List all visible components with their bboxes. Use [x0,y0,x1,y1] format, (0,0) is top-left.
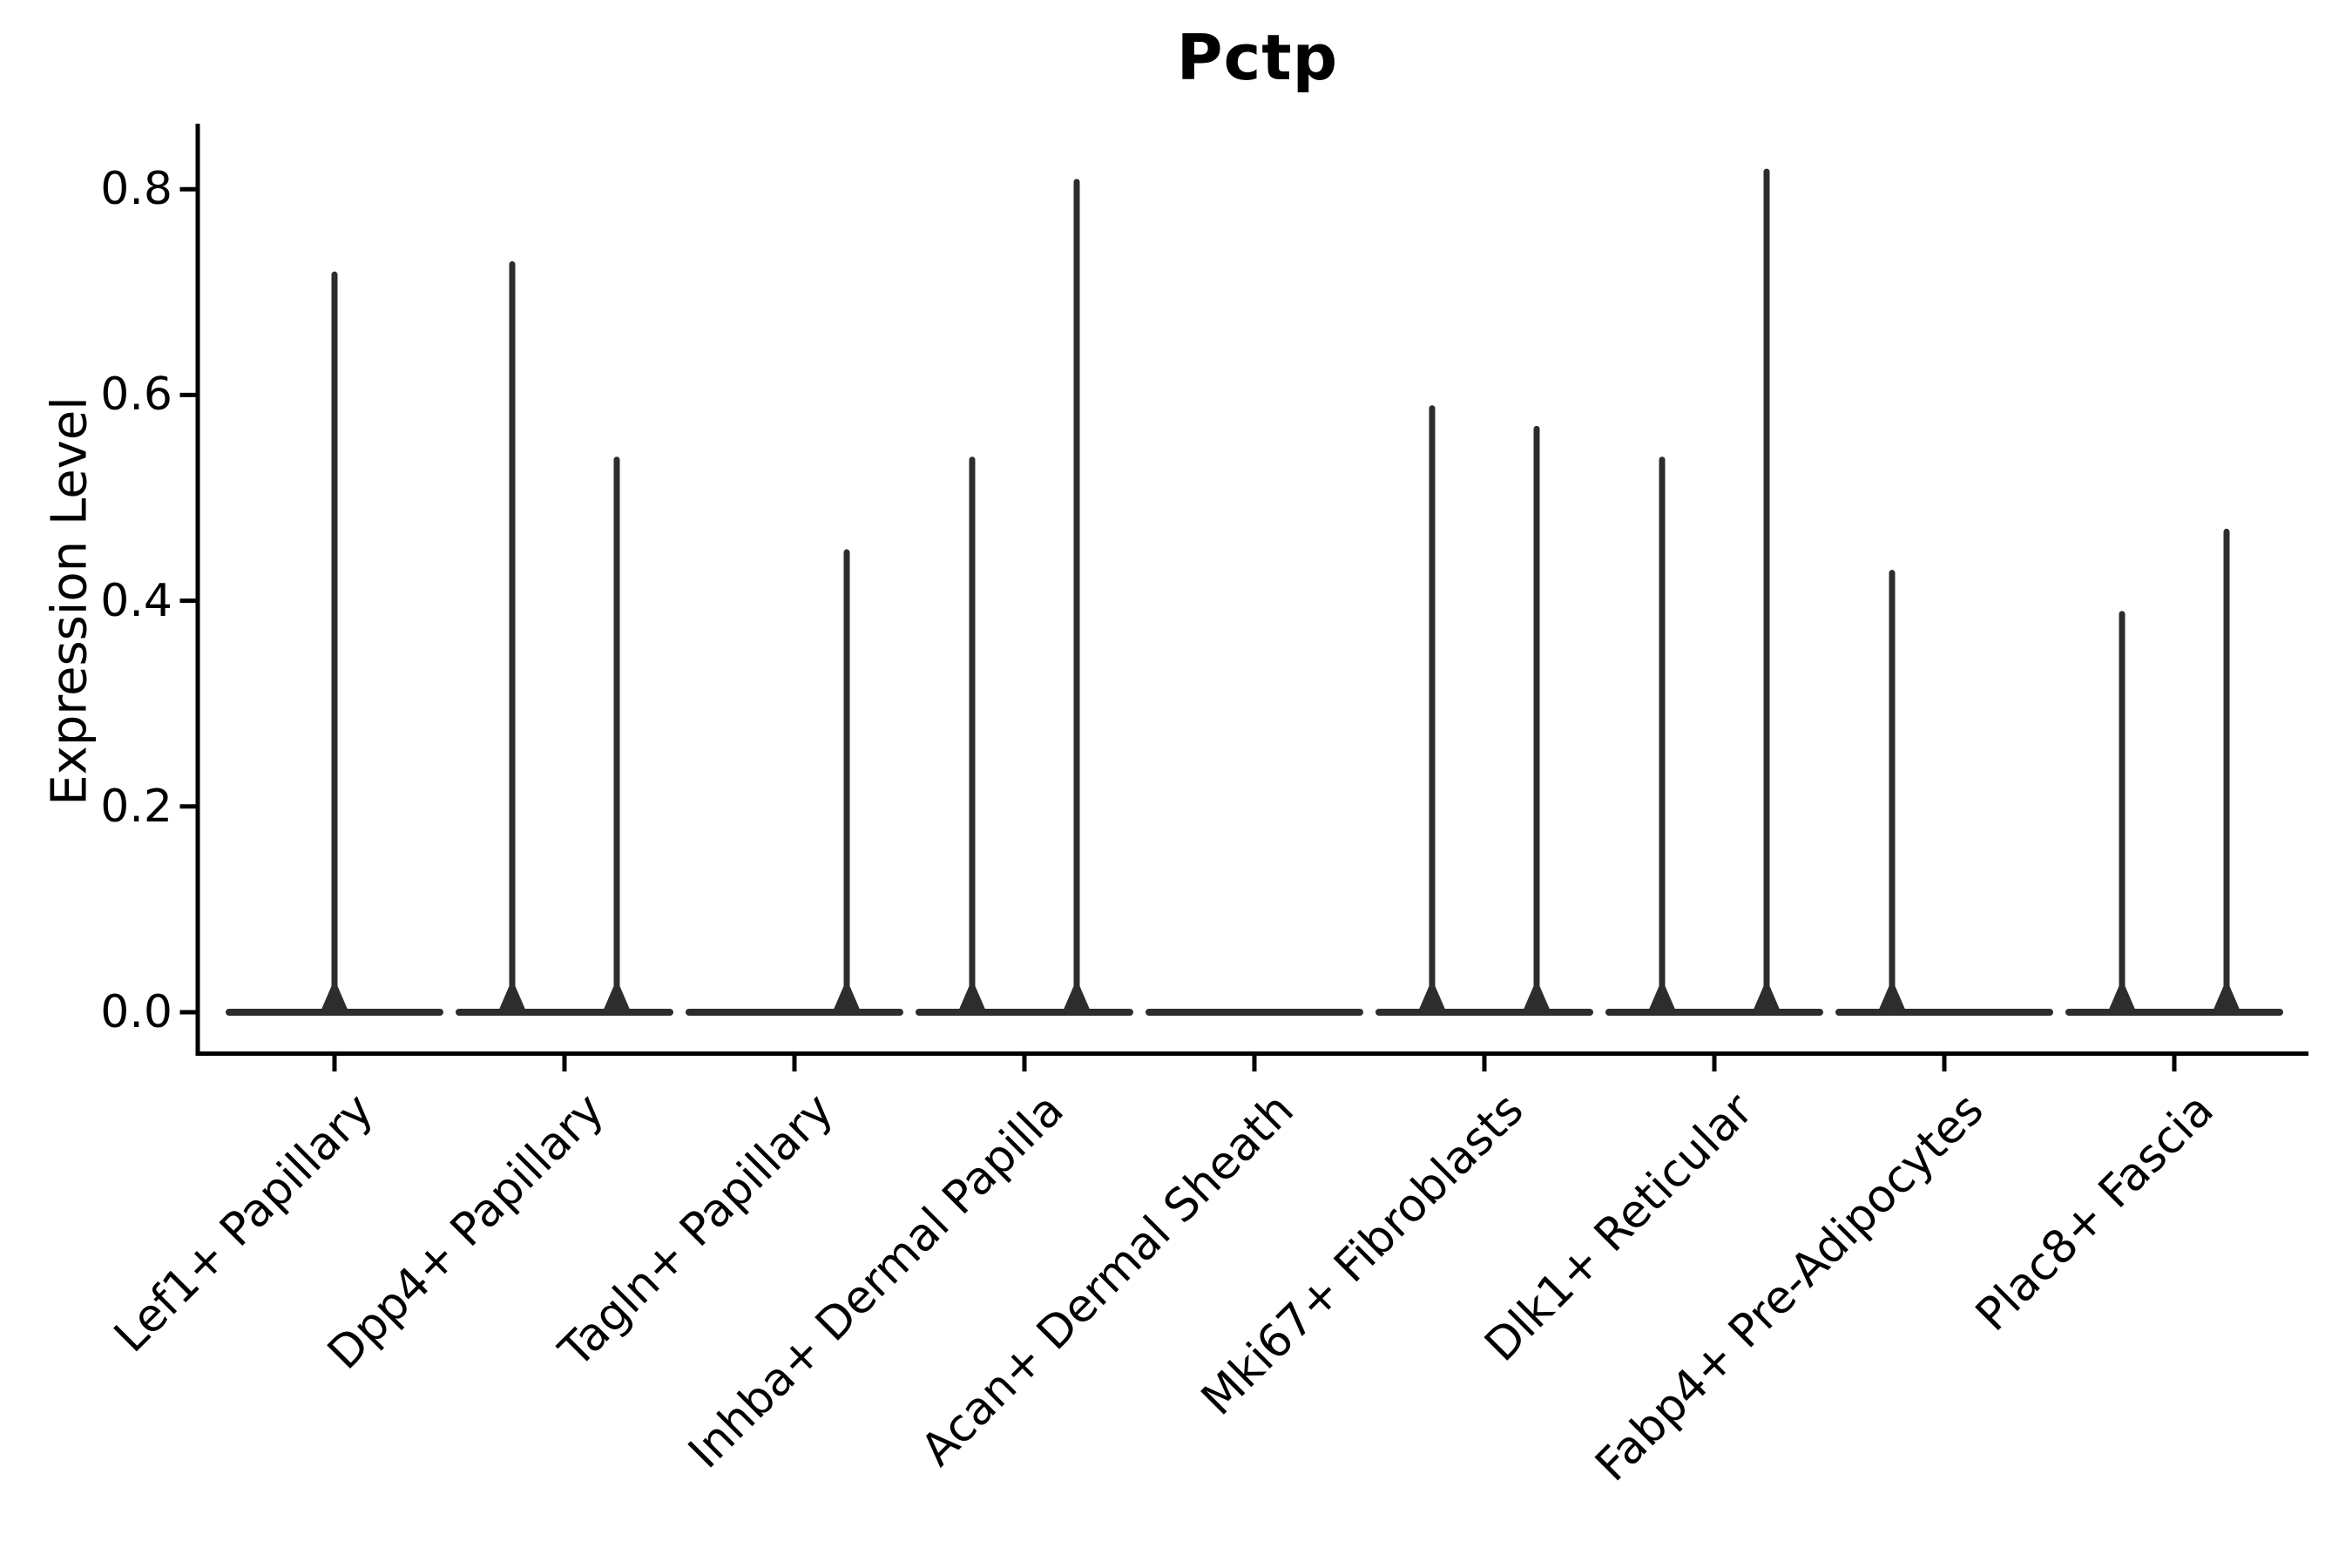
y-tick-label: 0.4 [100,574,172,627]
y-tick-label: 0.8 [100,163,172,216]
y-tick-label: 0.6 [100,368,172,422]
y-tick-label: 0.2 [100,780,172,833]
plot-title: Pctp [1176,21,1339,94]
y-tick-label: 0.0 [100,986,172,1038]
